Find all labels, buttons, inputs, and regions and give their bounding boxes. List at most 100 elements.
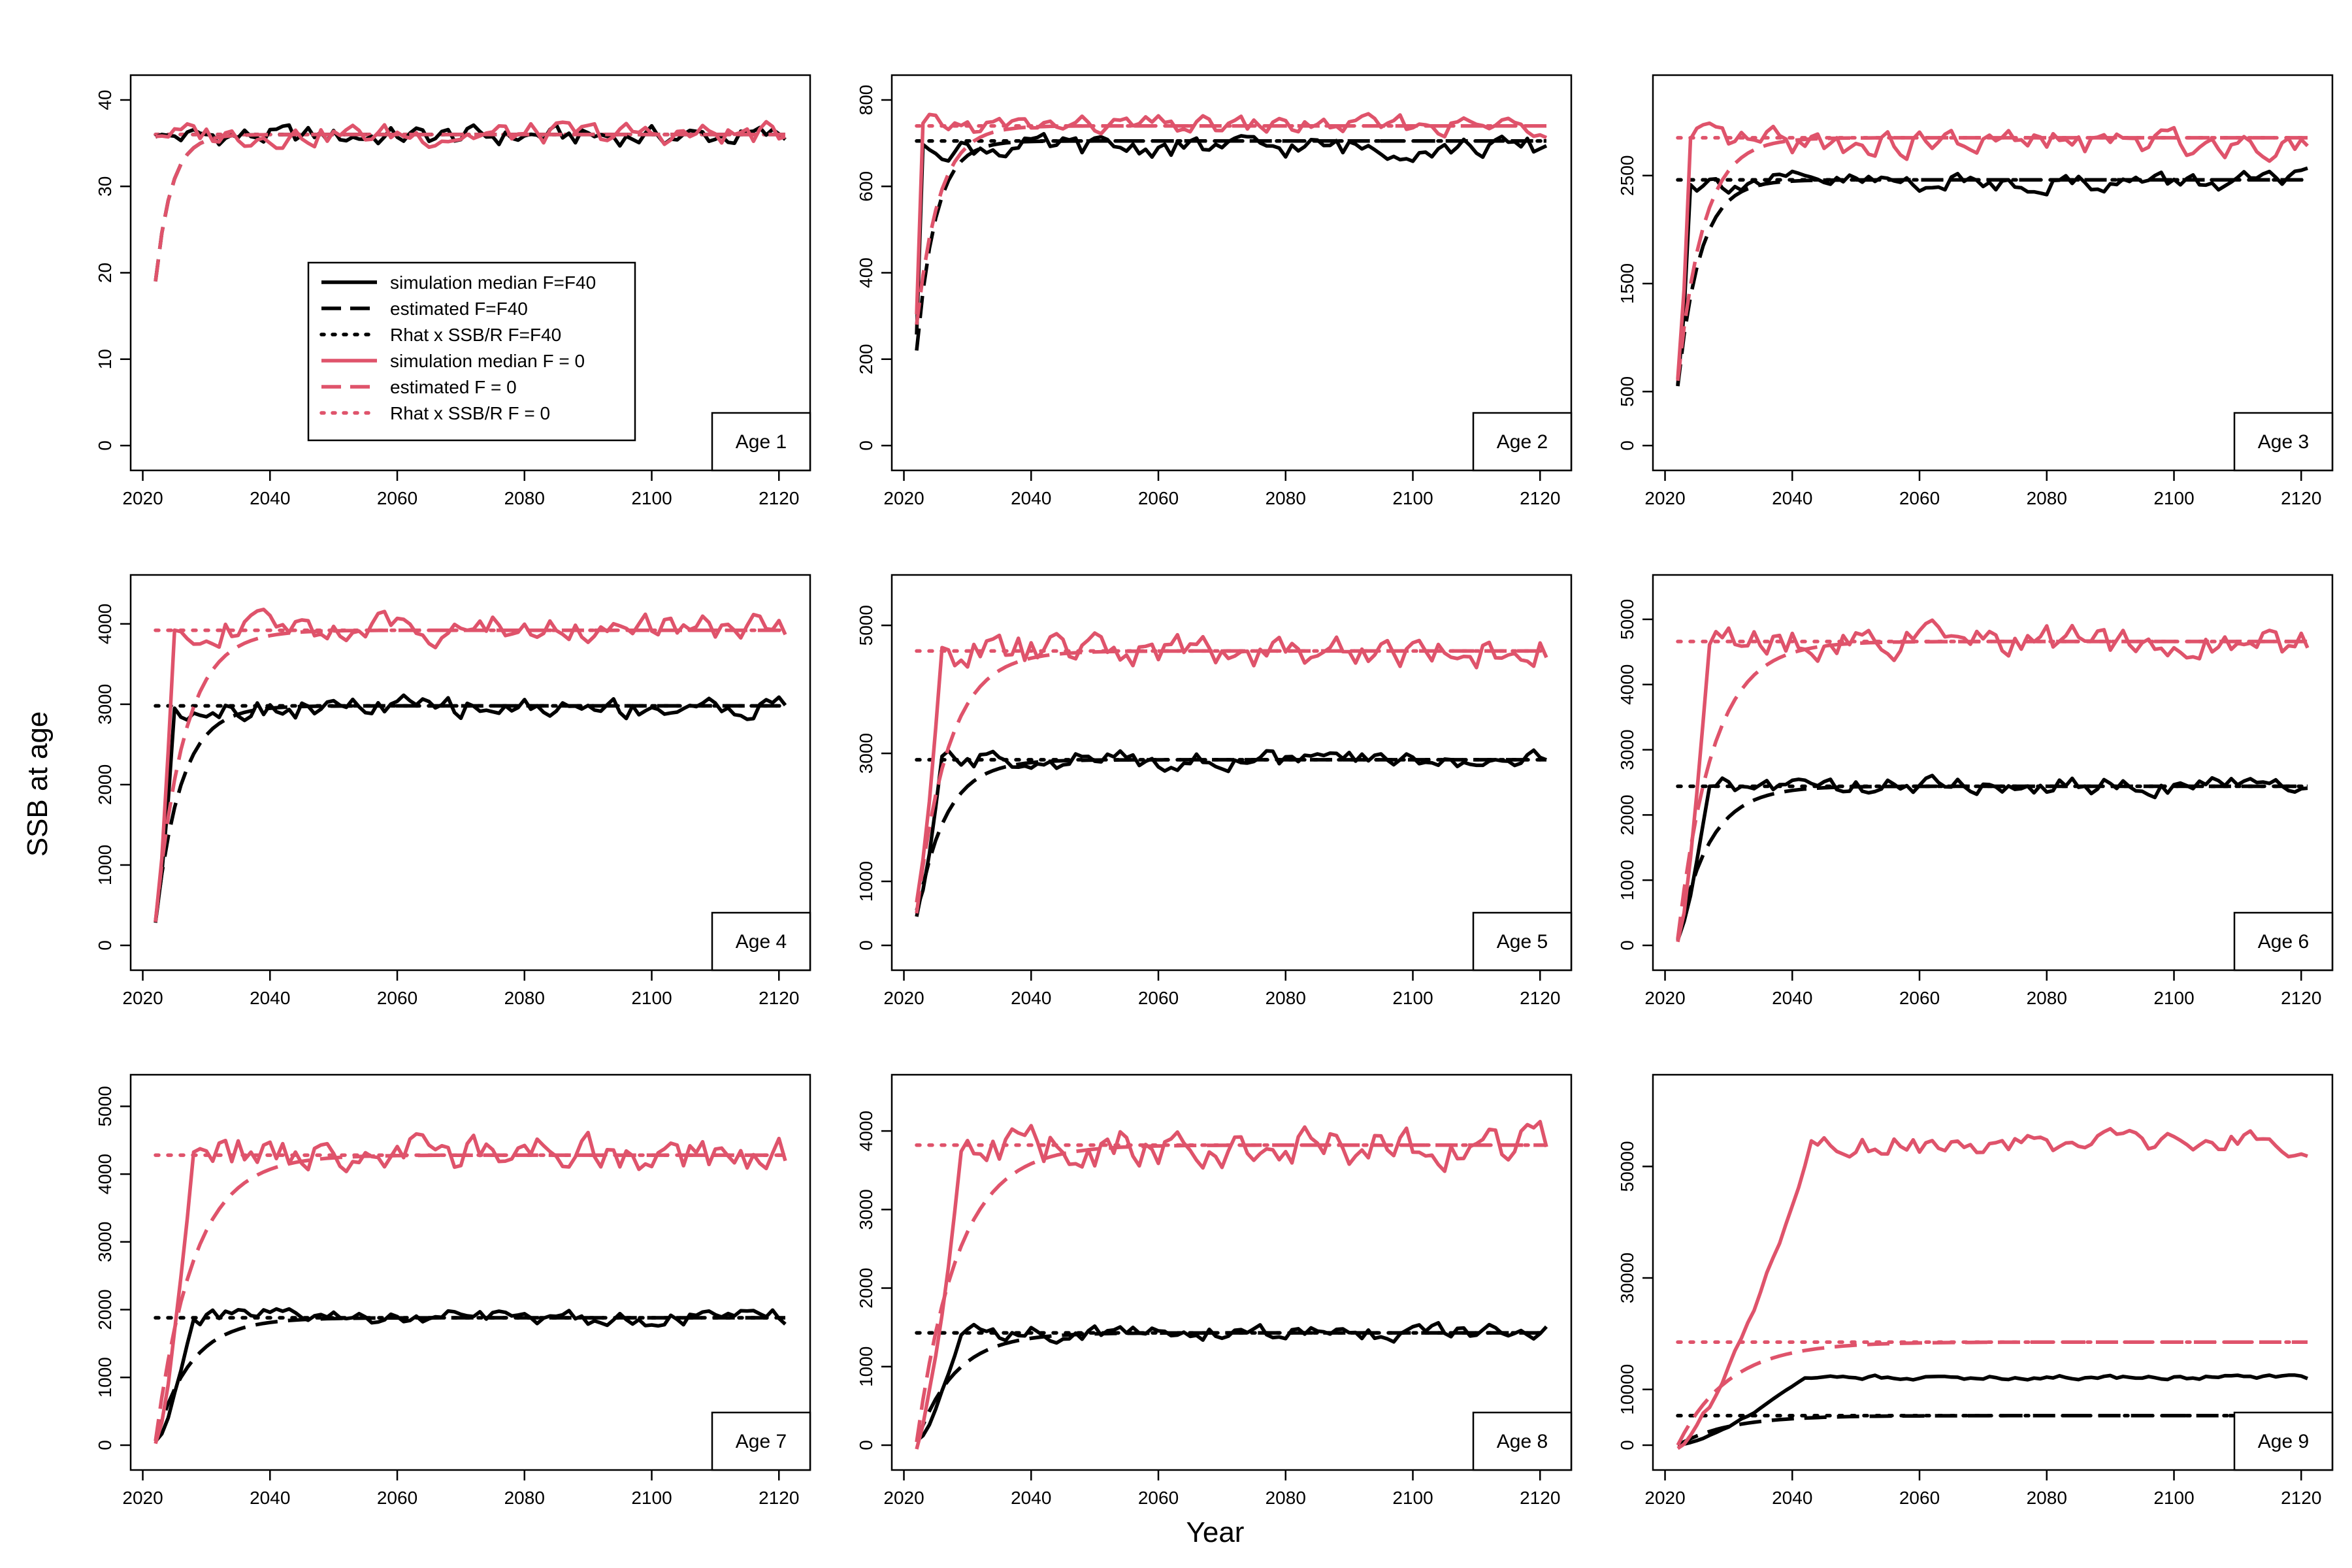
x-tick-label: 2060: [377, 988, 417, 1008]
age-label: Age 5: [1497, 931, 1548, 953]
x-tick-label: 2040: [1011, 1488, 1051, 1508]
y-tick-label: 2000: [856, 1267, 876, 1308]
legend-entry: estimated F = 0: [390, 377, 517, 397]
sim-median-f0-line: [155, 120, 786, 150]
y-tick-label: 0: [95, 1440, 115, 1450]
y-tick-label: 4000: [95, 604, 115, 644]
y-tick-label: 3000: [95, 684, 115, 725]
sim-median-f40-line: [1676, 774, 2308, 941]
panel-age-5: 2020 2040 2060 2080 2100 2120 0 1000 3000 5000 Age…: [856, 574, 1573, 1008]
age-label: Age 1: [736, 431, 787, 453]
y-tick-label: 2000: [1617, 794, 1637, 835]
y-tick-label: 0: [1617, 440, 1637, 451]
age-label-box: [1472, 412, 1573, 472]
y-tick-label: 0: [95, 940, 115, 951]
age-label: Age 2: [1497, 431, 1548, 453]
x-tick-label: 2060: [1138, 1488, 1179, 1508]
x-tick-label: 2020: [1644, 988, 1685, 1008]
y-tick-label: 40: [95, 90, 115, 110]
y-tick-label: 3000: [1617, 729, 1637, 770]
estimated-f40-line: [915, 758, 1546, 917]
plot-frame: [890, 574, 1573, 972]
y-tick-label: 1000: [1617, 860, 1637, 900]
age-label-box: [711, 911, 811, 972]
plot-frame: [129, 1073, 811, 1471]
x-tick-label: 2120: [2281, 488, 2321, 508]
y-tick-label: 600: [856, 171, 876, 202]
y-tick-label: 10000: [1617, 1364, 1637, 1415]
plot-frame: [890, 74, 1573, 472]
estimated-f0-line: [154, 1153, 785, 1442]
age-label-box: [1472, 1411, 1573, 1471]
x-tick-label: 2080: [2027, 1488, 2067, 1508]
x-tick-label: 2120: [2281, 988, 2321, 1008]
y-tick-label: 0: [1617, 940, 1637, 951]
sim-median-f40-line: [915, 748, 1548, 911]
sim-median-f40-line: [154, 693, 787, 923]
y-tick-label: 20: [95, 263, 115, 283]
estimated-f40-line: [1676, 1414, 2308, 1447]
sim-median-f0-line: [915, 631, 1548, 903]
legend-entry: simulation median F=F40: [390, 272, 596, 293]
x-tick-label: 2080: [1266, 1488, 1306, 1508]
x-tick-label: 2120: [1520, 988, 1560, 1008]
x-tick-label: 2120: [2281, 1488, 2321, 1508]
y-tick-label: 3000: [95, 1222, 115, 1262]
x-tick-label: 2100: [631, 488, 672, 508]
age-label-box: [711, 412, 811, 472]
y-tick-label: 3000: [856, 733, 876, 774]
y-tick-label: 5000: [856, 605, 876, 645]
panel-age-6: 2020 2040 2060 2080 2100 2120 0 1000 2000 3000 400…: [1617, 574, 2334, 1008]
y-tick-label: 10: [95, 349, 115, 369]
panel-age-9: 2020 2040 2060 2080 2100 2120 0 10000 30000 50000…: [1617, 1073, 2334, 1508]
sim-median-f40-line: [154, 1307, 787, 1443]
y-tick-label: 0: [856, 440, 876, 451]
plot-frame: [890, 1073, 1573, 1471]
x-tick-label: 2020: [122, 1488, 163, 1508]
x-tick-label: 2040: [1011, 488, 1051, 508]
x-tick-label: 2020: [883, 988, 924, 1008]
legend-entry: estimated F=F40: [390, 299, 528, 319]
age-label-box: [2233, 412, 2334, 472]
x-tick-label: 2120: [759, 1488, 799, 1508]
panel-age-1: 2020 2040 2060 2080 2100 2120 0 10 20 30 40 Age 1: [95, 74, 811, 508]
y-tick-label: 3000: [856, 1189, 876, 1230]
x-tick-label: 2020: [122, 988, 163, 1008]
x-tick-label: 2020: [1644, 1488, 1685, 1508]
legend-frame: [307, 261, 636, 442]
y-tick-label: 0: [95, 440, 115, 451]
y-tick-label: 1000: [856, 861, 876, 902]
y-tick-label: 1000: [95, 845, 115, 885]
x-tick-label: 2040: [1772, 488, 1812, 508]
y-tick-label: 30000: [1617, 1252, 1637, 1303]
x-tick-label: 2100: [631, 1488, 672, 1508]
plot-frame: [1652, 74, 2334, 472]
sim-median-f0-line: [915, 112, 1548, 315]
y-tick-label: 2000: [95, 764, 115, 805]
x-tick-label: 2100: [1392, 488, 1433, 508]
x-tick-label: 2060: [377, 488, 417, 508]
x-tick-label: 2080: [504, 1488, 545, 1508]
age-label: Age 6: [2258, 931, 2309, 953]
x-tick-label: 2080: [2027, 988, 2067, 1008]
y-tick-label: 4000: [856, 1111, 876, 1151]
estimated-f0-line: [915, 123, 1546, 325]
x-tick-label: 2100: [2153, 1488, 2194, 1508]
y-tick-label: 2000: [95, 1289, 115, 1330]
x-tick-label: 2060: [1899, 1488, 1940, 1508]
y-tick-label: 0: [1617, 1440, 1637, 1450]
y-tick-label: 400: [856, 257, 876, 288]
sim-median-f0-line: [1676, 618, 2310, 943]
plot-frame: [129, 574, 811, 972]
x-tick-label: 2060: [1899, 488, 1940, 508]
sim-median-f40-line: [1676, 166, 2308, 386]
x-tick-label: 2040: [1772, 988, 1812, 1008]
panel-age-3: 2020 2040 2060 2080 2100 2120 0 500 1500 2500 Age …: [1617, 74, 2334, 508]
age-label-box: [1472, 911, 1573, 972]
x-axis-title: Year: [1186, 1516, 1245, 1548]
x-tick-label: 2060: [1138, 488, 1179, 508]
x-tick-label: 2080: [1266, 988, 1306, 1008]
y-tick-label: 0: [856, 940, 876, 951]
age-label: Age 8: [1497, 1431, 1548, 1452]
panel-age-4: 2020 2040 2060 2080 2100 2120 0 1000 2000 3000 400…: [95, 574, 811, 1008]
